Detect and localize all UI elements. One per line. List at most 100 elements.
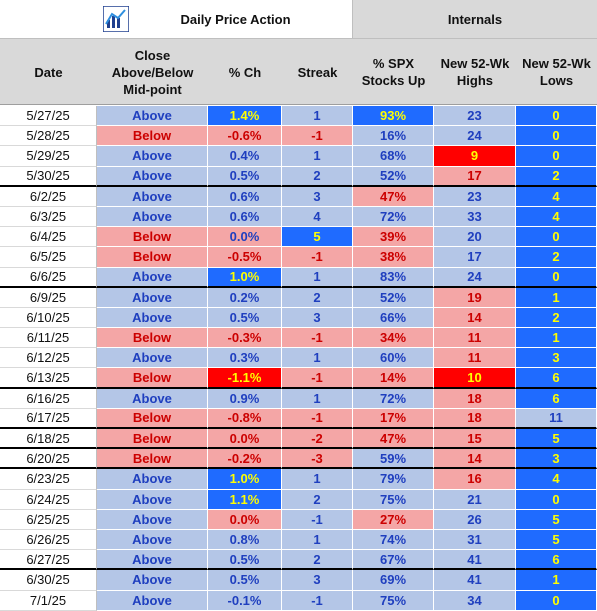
pct-change-cell: 0.5% xyxy=(208,570,282,591)
date-cell: 6/23/25 xyxy=(0,469,97,490)
date-cell: 6/4/25 xyxy=(0,227,97,248)
date-cell: 6/13/25 xyxy=(0,368,97,389)
new-highs-cell: 10 xyxy=(434,368,516,389)
spx-stocks-up-cell: 39% xyxy=(353,227,434,248)
new-highs-cell: 20 xyxy=(434,227,516,248)
new-highs-cell: 24 xyxy=(434,126,516,147)
pct-change-cell: 0.5% xyxy=(208,307,282,329)
pct-change-cell: 0.9% xyxy=(208,388,282,409)
new-highs-cell: 18 xyxy=(434,388,516,409)
col-spx-stocks-up: % SPX Stocks Up xyxy=(361,56,426,88)
new-highs-cell: 11 xyxy=(434,328,516,349)
close-cell: Above xyxy=(97,388,208,409)
close-cell: Above xyxy=(97,550,208,571)
date-cell: 7/1/25 xyxy=(0,590,97,611)
close-cell: Above xyxy=(97,287,208,308)
streak-cell: -1 xyxy=(282,408,353,429)
new-lows-cell: 0 xyxy=(516,489,597,510)
new-highs-cell: 14 xyxy=(434,449,516,470)
spx-stocks-up-cell: 72% xyxy=(353,388,434,409)
pct-change-cell: -0.2% xyxy=(208,449,282,470)
pct-change-cell: 0.5% xyxy=(208,166,282,187)
new-lows-cell: 5 xyxy=(516,529,597,551)
table-row: 6/20/25 Below -0.2% -3 59% 14 3 xyxy=(0,449,597,470)
pct-change-cell: 0.6% xyxy=(208,186,282,207)
new-lows-cell: 2 xyxy=(516,247,597,268)
table-row: 6/17/25 Below -0.8% -1 17% 18 11 xyxy=(0,408,597,429)
spx-stocks-up-cell: 47% xyxy=(353,429,434,450)
close-cell: Above xyxy=(97,509,208,530)
streak-cell: 1 xyxy=(282,267,353,288)
table-row: 5/29/25 Above 0.4% 1 68% 9 0 xyxy=(0,146,597,167)
new-lows-cell: 6 xyxy=(516,388,597,409)
spx-stocks-up-cell: 59% xyxy=(353,449,434,470)
spx-stocks-up-cell: 52% xyxy=(353,166,434,187)
date-cell: 6/2/25 xyxy=(0,186,97,207)
spx-stocks-up-cell: 66% xyxy=(353,307,434,329)
date-cell: 5/30/25 xyxy=(0,166,97,187)
new-lows-cell: 5 xyxy=(516,429,597,450)
streak-cell: 4 xyxy=(282,206,353,228)
pct-change-cell: 0.8% xyxy=(208,529,282,551)
table-row: 6/10/25 Above 0.5% 3 66% 14 2 xyxy=(0,307,597,329)
close-cell: Below xyxy=(97,227,208,248)
date-cell: 6/5/25 xyxy=(0,247,97,268)
spx-stocks-up-cell: 34% xyxy=(353,328,434,349)
date-cell: 6/16/25 xyxy=(0,388,97,409)
new-highs-cell: 31 xyxy=(434,529,516,551)
table-row: 5/30/25 Above 0.5% 2 52% 17 2 xyxy=(0,166,597,187)
new-highs-cell: 24 xyxy=(434,267,516,288)
close-cell: Above xyxy=(97,106,208,127)
table-row: 6/18/25 Below 0.0% -2 47% 15 5 xyxy=(0,429,597,450)
table-row: 6/25/25 Above 0.0% -1 27% 26 5 xyxy=(0,509,597,530)
col-new-lows: New 52-Wk Lows xyxy=(522,56,591,88)
streak-cell: 5 xyxy=(282,227,353,248)
spx-stocks-up-cell: 67% xyxy=(353,550,434,571)
streak-cell: -3 xyxy=(282,449,353,470)
spx-stocks-up-cell: 60% xyxy=(353,348,434,369)
pct-change-cell: 0.0% xyxy=(208,429,282,450)
spx-stocks-up-cell: 83% xyxy=(353,267,434,288)
table-row: 6/2/25 Above 0.6% 3 47% 23 4 xyxy=(0,186,597,207)
streak-cell: 2 xyxy=(282,489,353,510)
date-cell: 6/3/25 xyxy=(0,206,97,228)
group-header-row: Daily Price Action Internals xyxy=(0,0,597,38)
table-row: 6/27/25 Above 0.5% 2 67% 41 6 xyxy=(0,550,597,571)
date-cell: 6/20/25 xyxy=(0,449,97,470)
new-highs-cell: 34 xyxy=(434,590,516,611)
pct-change-cell: 0.4% xyxy=(208,146,282,167)
close-cell: Above xyxy=(97,348,208,369)
daily-price-action-header: Daily Price Action xyxy=(97,0,352,38)
new-lows-cell: 4 xyxy=(516,186,597,207)
new-lows-cell: 5 xyxy=(516,509,597,530)
date-cell: 6/30/25 xyxy=(0,570,97,591)
streak-cell: 2 xyxy=(282,166,353,187)
table-row: 6/4/25 Below 0.0% 5 39% 20 0 xyxy=(0,227,597,248)
streak-cell: -1 xyxy=(282,247,353,268)
pct-change-cell: 1.4% xyxy=(208,106,282,127)
new-lows-cell: 0 xyxy=(516,227,597,248)
pct-change-cell: 0.0% xyxy=(208,509,282,530)
streak-cell: -2 xyxy=(282,429,353,450)
spx-stocks-up-cell: 52% xyxy=(353,287,434,308)
streak-cell: -1 xyxy=(282,590,353,611)
new-highs-cell: 19 xyxy=(434,287,516,308)
streak-cell: 1 xyxy=(282,146,353,167)
date-cell: 6/6/25 xyxy=(0,267,97,288)
new-lows-cell: 4 xyxy=(516,469,597,490)
new-highs-cell: 16 xyxy=(434,469,516,490)
streak-cell: 3 xyxy=(282,186,353,207)
pct-change-cell: -0.6% xyxy=(208,126,282,147)
date-cell: 5/29/25 xyxy=(0,146,97,167)
date-cell: 5/27/25 xyxy=(0,106,97,127)
close-cell: Above xyxy=(97,489,208,510)
col-new-highs: New 52-Wk Highs xyxy=(440,56,510,88)
spx-stocks-up-cell: 47% xyxy=(353,186,434,207)
new-highs-cell: 23 xyxy=(434,186,516,207)
new-lows-cell: 0 xyxy=(516,267,597,288)
new-highs-cell: 21 xyxy=(434,489,516,510)
close-cell: Above xyxy=(97,206,208,228)
streak-cell: 1 xyxy=(282,388,353,409)
date-cell: 6/17/25 xyxy=(0,408,97,429)
